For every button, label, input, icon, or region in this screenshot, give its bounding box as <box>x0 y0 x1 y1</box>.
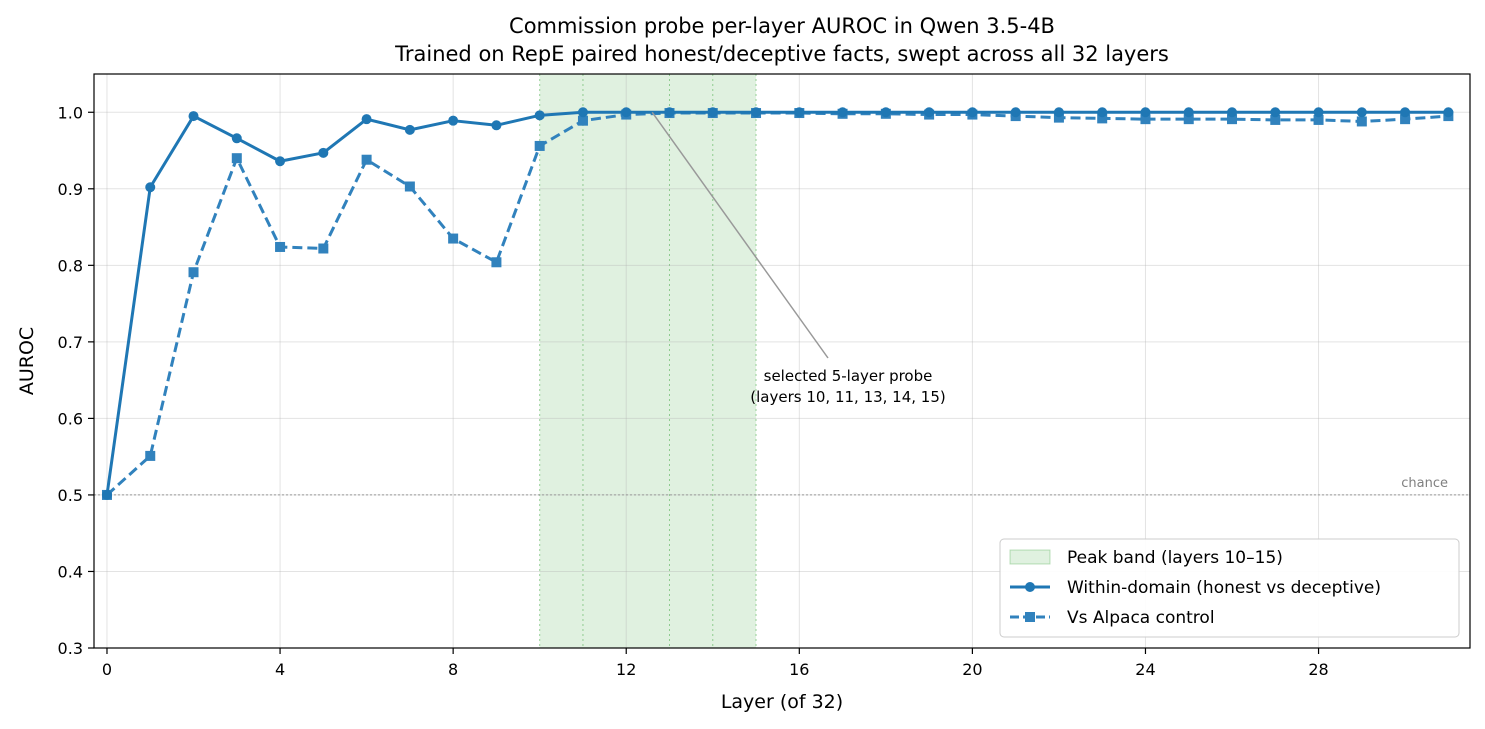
x-axis-label: Layer (of 32) <box>721 691 843 713</box>
x-tick-label: 20 <box>962 660 982 679</box>
legend-label-peak-band: Peak band (layers 10–15) <box>1067 548 1283 568</box>
y-tick-label: 0.9 <box>58 180 83 199</box>
x-tick-label: 16 <box>789 660 809 679</box>
legend-marker-within-domain <box>1025 582 1035 592</box>
data-point-alpaca <box>1400 114 1411 125</box>
chance-label: chance <box>1401 476 1448 491</box>
data-point-within-domain <box>880 107 891 118</box>
data-point-alpaca <box>275 241 286 252</box>
data-point-within-domain <box>145 182 156 193</box>
data-point-alpaca <box>1183 114 1194 125</box>
y-tick-label: 0.8 <box>58 256 83 275</box>
data-point-within-domain <box>621 107 632 118</box>
y-tick-label: 1.0 <box>58 103 83 122</box>
y-axis-label: AUROC <box>16 327 38 395</box>
data-point-within-domain <box>491 120 502 131</box>
data-point-within-domain <box>1183 107 1194 118</box>
data-point-alpaca <box>145 450 156 461</box>
peak-band <box>539 74 757 648</box>
data-point-within-domain <box>577 107 588 118</box>
legend-marker-alpaca <box>1025 612 1035 622</box>
y-tick-label: 0.5 <box>58 486 83 505</box>
x-tick-label: 28 <box>1308 660 1328 679</box>
data-point-within-domain <box>1313 107 1324 118</box>
plot-frame <box>93 73 1471 649</box>
data-point-within-domain <box>404 124 415 135</box>
legend-box <box>999 538 1460 638</box>
y-tick-label: 0.6 <box>58 409 83 428</box>
annotation-line-2: (layers 10, 11, 13, 14, 15) <box>750 388 946 406</box>
chart-subtitle: Trained on RepE paired honest/deceptive … <box>394 42 1169 66</box>
series-line-within-domain <box>105 110 1449 496</box>
data-point-within-domain <box>1443 107 1454 118</box>
data-point-alpaca <box>1313 114 1324 125</box>
data-point-within-domain <box>534 110 545 121</box>
data-point-alpaca <box>1097 113 1108 124</box>
data-point-alpaca <box>1140 114 1151 125</box>
data-point-within-domain <box>1140 107 1151 118</box>
data-point-within-domain <box>1053 107 1064 118</box>
annotation-group: selected 5-layer probe (layers 10, 11, 1… <box>651 111 946 406</box>
data-point-within-domain <box>1010 107 1021 118</box>
data-point-within-domain <box>448 115 459 126</box>
data-point-within-domain <box>318 147 329 158</box>
y-axis-ticks: 0.3 0.4 0.5 0.6 0.7 0.8 0.9 1.0 <box>58 103 94 658</box>
data-point-within-domain <box>1356 107 1367 118</box>
data-point-within-domain <box>231 133 242 144</box>
data-point-alpaca <box>404 181 415 192</box>
x-tick-label: 0 <box>102 660 112 679</box>
y-tick-label: 0.4 <box>58 562 83 581</box>
data-point-alpaca <box>1227 114 1238 125</box>
data-point-alpaca <box>1270 114 1281 125</box>
chart-title: Commission probe per-layer AUROC in Qwen… <box>509 14 1055 38</box>
data-point-alpaca <box>1356 116 1367 127</box>
x-tick-label: 4 <box>275 660 285 679</box>
peak-band-group <box>539 74 757 648</box>
data-point-within-domain <box>1097 107 1108 118</box>
data-point-within-domain <box>361 114 372 125</box>
annotation-arrow <box>651 111 829 359</box>
chance-line-group: chance <box>94 476 1470 496</box>
data-point-alpaca <box>577 115 588 126</box>
data-point-within-domain <box>664 107 675 118</box>
data-point-alpaca <box>491 257 502 268</box>
legend: Peak band (layers 10–15) Within-domain (… <box>999 538 1460 638</box>
data-point-within-domain <box>751 107 762 118</box>
data-point-alpaca <box>318 243 329 254</box>
legend-label-alpaca: Vs Alpaca control <box>1067 608 1215 628</box>
legend-label-within-domain: Within-domain (honest vs deceptive) <box>1067 578 1381 598</box>
x-tick-label: 8 <box>448 660 458 679</box>
data-point-within-domain <box>1400 107 1411 118</box>
series-line-alpaca <box>105 111 1449 497</box>
data-point-within-domain <box>967 107 978 118</box>
data-point-alpaca <box>448 233 459 244</box>
data-point-within-domain <box>707 107 718 118</box>
data-point-within-domain <box>924 107 935 118</box>
data-point-within-domain <box>1270 107 1281 118</box>
x-tick-label: 12 <box>616 660 636 679</box>
data-point-alpaca <box>534 140 545 151</box>
y-tick-label: 0.7 <box>58 333 83 352</box>
data-point-alpaca <box>1053 112 1064 123</box>
y-tick-label: 0.3 <box>58 639 83 658</box>
data-point-alpaca <box>361 154 372 165</box>
series-group <box>101 107 1454 500</box>
data-point-within-domain <box>101 489 112 500</box>
data-point-within-domain <box>1227 107 1238 118</box>
x-axis-ticks: 0 4 8 12 16 20 24 28 <box>102 648 1329 679</box>
legend-swatch-peak-band <box>1009 549 1051 565</box>
data-point-alpaca <box>231 153 242 164</box>
x-tick-label: 24 <box>1135 660 1155 679</box>
data-point-within-domain <box>794 107 805 118</box>
data-point-alpaca <box>188 267 199 278</box>
data-point-within-domain <box>837 107 848 118</box>
data-point-within-domain <box>188 111 199 122</box>
data-point-within-domain <box>275 156 286 167</box>
annotation-line-1: selected 5-layer probe <box>764 367 933 385</box>
